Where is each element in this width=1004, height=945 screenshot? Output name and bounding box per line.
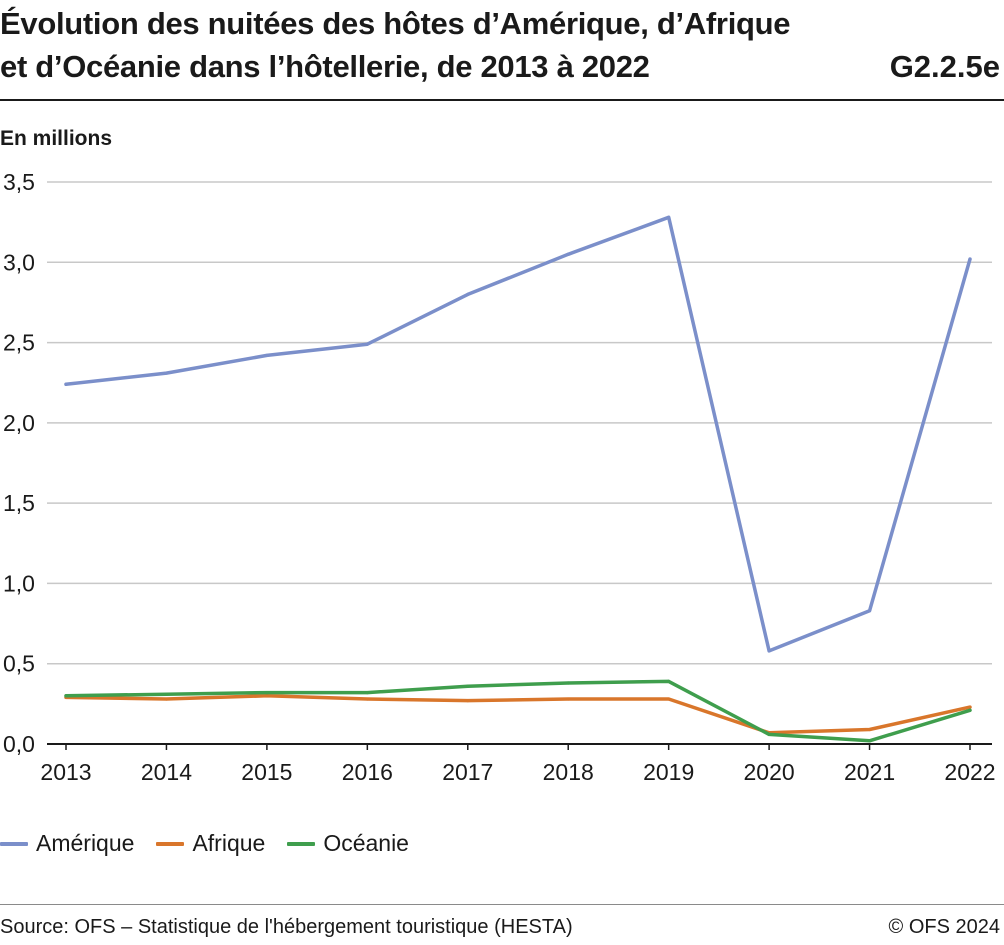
data-point-afrique: [867, 727, 872, 732]
data-point-oceanie: [365, 691, 369, 695]
legend-label-amerique: Amérique: [36, 830, 135, 856]
title-line-1: Évolution des nuitées des hôtes d’Amériq…: [0, 6, 791, 41]
source-note: Source: OFS – Statistique de l'hébergeme…: [0, 916, 573, 938]
chart-code: G2.2.5e: [889, 49, 1000, 84]
data-point-amerique: [667, 215, 671, 219]
y-tick-label: 2,5: [3, 330, 35, 356]
line-chart: 0,0 0,5 1,0 1,5 2,0 2,5 3,0 3,5 2013 2014 2015 2016…: [3, 169, 996, 785]
copyright-note: © OFS 2024: [888, 916, 1000, 938]
data-point-afrique: [566, 697, 570, 701]
legend-item-afrique: Afrique: [156, 830, 265, 857]
legend-swatch-afrique: [156, 841, 185, 846]
data-point-afrique: [466, 699, 470, 703]
data-point-amerique: [164, 371, 169, 375]
data-point-oceanie: [767, 732, 771, 736]
data-point-afrique: [265, 694, 269, 698]
x-tick-label: 2016: [342, 759, 393, 785]
y-tick-label: 2,0: [3, 410, 35, 436]
y-tick-label: 1,5: [3, 490, 35, 516]
legend-swatch-amerique: [0, 841, 28, 846]
data-point-oceanie: [265, 691, 269, 695]
y-tick-label: 1,0: [3, 570, 35, 596]
data-point-amerique: [265, 353, 269, 358]
legend-item-oceanie: Océanie: [287, 830, 409, 857]
y-tick-label: 3,0: [3, 249, 35, 275]
data-point-oceanie: [566, 681, 570, 685]
title-divider: [0, 99, 1004, 101]
y-tick-label: 0,0: [3, 731, 35, 757]
y-axis-unit-label: En millions: [0, 127, 113, 150]
data-point-oceanie: [466, 684, 470, 688]
x-tick-label: 2015: [241, 759, 292, 785]
legend-label-afrique: Afrique: [192, 830, 266, 856]
data-point-amerique: [64, 382, 68, 386]
legend-swatch-oceanie: [287, 841, 316, 846]
x-tick-label: 2022: [944, 759, 995, 785]
series-line-amerique: [64, 215, 972, 653]
legend-item-amerique: Amérique: [0, 830, 134, 857]
data-point-oceanie: [64, 694, 68, 698]
data-point-oceanie: [667, 679, 671, 683]
data-point-oceanie: [968, 708, 972, 712]
x-tick-label: 2021: [844, 759, 895, 785]
legend-label-oceanie: Océanie: [323, 830, 409, 856]
series-line-oceanie: [64, 679, 972, 743]
data-point-oceanie: [164, 692, 169, 696]
data-point-afrique: [164, 697, 169, 701]
series-line-afrique: [64, 694, 972, 735]
footer-divider: [0, 904, 1004, 905]
data-point-amerique: [968, 257, 972, 261]
data-point-amerique: [867, 609, 872, 613]
y-tick-label: 0,5: [3, 651, 35, 677]
x-tick-label: 2018: [543, 759, 594, 785]
data-point-afrique: [365, 697, 369, 701]
data-point-oceanie: [867, 739, 872, 743]
chart-title: Évolution des nuitées des hôtes d’Amériq…: [0, 2, 860, 88]
x-tick-label: 2019: [643, 759, 694, 785]
title-line-2: et d’Océanie dans l’hôtellerie, de 2013 …: [0, 49, 650, 84]
data-point-amerique: [365, 342, 369, 346]
data-point-afrique: [667, 697, 671, 701]
x-tick-label: 2020: [744, 759, 795, 785]
y-tick-label: 3,5: [3, 169, 35, 195]
legend: Amérique Afrique Océanie: [0, 830, 431, 857]
data-point-amerique: [566, 252, 570, 256]
x-tick-label: 2014: [141, 759, 192, 785]
data-point-afrique: [968, 705, 972, 709]
x-tick-label: 2013: [40, 759, 91, 785]
x-tick-label: 2017: [442, 759, 493, 785]
data-point-amerique: [767, 649, 771, 653]
data-point-amerique: [466, 292, 470, 296]
